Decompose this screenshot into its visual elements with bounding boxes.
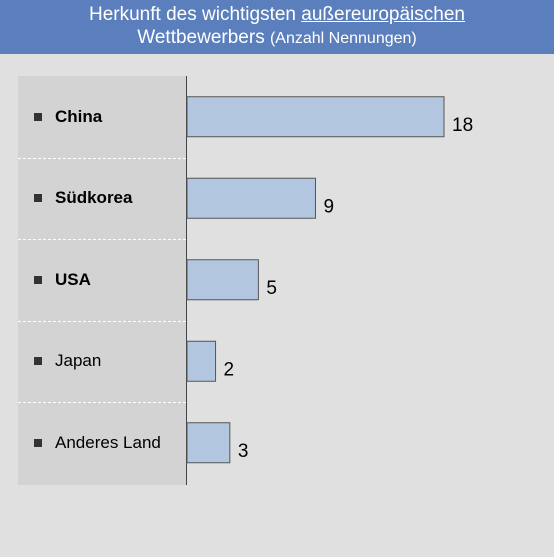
bar [186, 177, 316, 219]
bar [186, 96, 445, 138]
category-label-text: Südkorea [55, 188, 133, 208]
row-divider [18, 402, 186, 403]
category-label-text: Japan [55, 351, 102, 371]
chart-title-underlined: außereuropäischen [301, 4, 465, 25]
bullet-icon [34, 275, 42, 284]
category-label: Südkorea [18, 188, 186, 208]
category-label: Japan [18, 351, 186, 371]
bullet-icon [34, 438, 42, 447]
category-label-text: Anderes Land [55, 432, 161, 452]
bar-value-label: 9 [324, 196, 335, 217]
category-label-text: China [55, 106, 103, 126]
row-divider [18, 158, 186, 159]
bullet-icon [34, 112, 42, 121]
bullet-icon [34, 194, 42, 203]
category-label-panel: China Südkorea USA Japan Anderes Land [18, 76, 186, 485]
bar [186, 340, 217, 382]
chart-header: Herkunft des wichtigsten außereuropäisch… [0, 0, 554, 54]
bar [186, 259, 259, 301]
chart-subtitle: (Anzahl Nennungen) [269, 30, 417, 47]
bar-value-label: 5 [266, 278, 277, 299]
category-label: USA [18, 270, 186, 290]
bar [186, 422, 231, 464]
bar-value-label: 2 [224, 359, 235, 380]
row-divider [18, 321, 186, 322]
row-divider [18, 239, 186, 240]
category-label: Anderes Land [18, 433, 186, 453]
bullet-icon [34, 357, 42, 366]
bar-value-label: 3 [238, 441, 249, 462]
chart-title-line2: Wettbewerbers (Anzahl Nennungen) [137, 27, 417, 48]
bar-value-label: 18 [452, 115, 473, 136]
chart-title: Herkunft des wichtigsten außereuropäisch… [89, 4, 465, 25]
category-label: China [18, 107, 186, 127]
category-label-text: USA [55, 269, 91, 289]
